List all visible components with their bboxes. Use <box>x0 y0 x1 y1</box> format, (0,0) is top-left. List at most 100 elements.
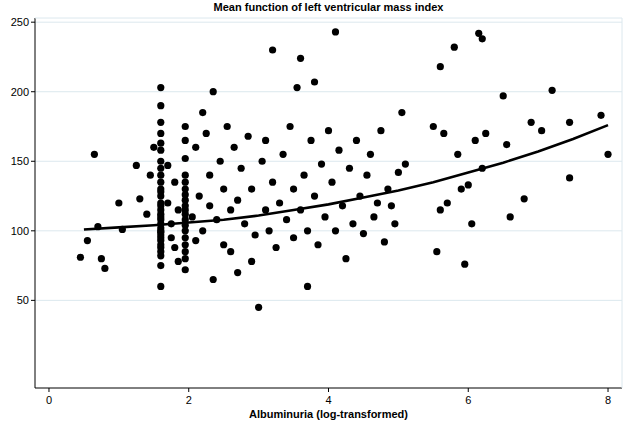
scatter-point <box>597 112 604 119</box>
scatter-point <box>500 92 507 99</box>
scatter-point <box>604 151 611 158</box>
scatter-point <box>398 109 405 116</box>
scatter-point <box>262 137 269 144</box>
scatter-point <box>549 87 556 94</box>
scatter-point <box>252 231 259 238</box>
scatter-point <box>259 158 266 165</box>
grid-line <box>35 91 622 92</box>
scatter-point <box>433 248 440 255</box>
x-tick <box>188 388 189 392</box>
scatter-point <box>234 269 241 276</box>
scatter-point <box>461 261 468 268</box>
scatter-point <box>290 234 297 241</box>
scatter-point <box>279 151 286 158</box>
scatter-point <box>528 119 535 126</box>
scatter-point <box>437 63 444 70</box>
scatter-point <box>503 141 510 148</box>
scatter-point <box>157 172 164 179</box>
scatter-point <box>196 192 203 199</box>
scatter-point <box>220 185 227 192</box>
scatter-point <box>482 130 489 137</box>
scatter-point <box>182 248 189 255</box>
scatter-point <box>143 211 150 218</box>
scatter-point <box>381 238 388 245</box>
scatter-point <box>157 199 164 206</box>
scatter-point <box>311 78 318 85</box>
scatter-point <box>157 262 164 269</box>
scatter-point <box>217 158 224 165</box>
grid-line <box>35 161 622 162</box>
scatter-point <box>363 172 370 179</box>
y-tick-label: 250 <box>11 16 29 28</box>
scatter-point <box>255 304 262 311</box>
scatter-point <box>307 137 314 144</box>
scatter-point <box>206 172 213 179</box>
y-tick-label: 150 <box>11 155 29 167</box>
scatter-point <box>479 35 486 42</box>
scatter-point <box>241 220 248 227</box>
scatter-point <box>182 172 189 179</box>
scatter-point <box>538 127 545 134</box>
scatter-point <box>440 130 447 137</box>
scatter-point <box>171 179 178 186</box>
scatter-point <box>157 147 164 154</box>
scatter-point <box>206 202 213 209</box>
scatter-point <box>157 179 164 186</box>
scatter-point <box>430 123 437 130</box>
scatter-point <box>164 162 171 169</box>
scatter-point <box>377 127 384 134</box>
y-tick-label: 100 <box>11 225 29 237</box>
scatter-point <box>262 206 269 213</box>
scatter-point <box>269 46 276 53</box>
scatter-point <box>210 88 217 95</box>
scatter-point <box>227 248 234 255</box>
scatter-point <box>224 123 231 130</box>
scatter-point <box>391 220 398 227</box>
x-tick-label: 4 <box>325 394 331 406</box>
scatter-point <box>182 137 189 144</box>
scatter-point <box>203 130 210 137</box>
scatter-point <box>175 206 182 213</box>
scatter-point <box>157 158 164 165</box>
scatter-point <box>157 84 164 91</box>
scatter-point <box>98 255 105 262</box>
scatter-point <box>367 151 374 158</box>
scatter-point <box>220 241 227 248</box>
scatter-point <box>168 234 175 241</box>
scatter-point <box>157 283 164 290</box>
scatter-point <box>335 147 342 154</box>
scatter-point <box>136 195 143 202</box>
scatter-point <box>472 137 479 144</box>
fit-line <box>84 125 608 229</box>
scatter-point <box>290 185 297 192</box>
title: Mean function of left ventricular mass i… <box>214 1 445 13</box>
scatter-point <box>360 230 367 237</box>
x-tick-label: 0 <box>46 394 52 406</box>
scatter-point <box>115 199 122 206</box>
plot-area <box>77 28 612 311</box>
scatter-point <box>465 181 472 188</box>
scatter-point <box>157 140 164 147</box>
x-axis <box>35 388 622 389</box>
grid-line <box>35 22 622 23</box>
y-axis <box>35 18 36 388</box>
scatter-point <box>458 185 465 192</box>
scatter-point <box>346 165 353 172</box>
scatter-point <box>101 265 108 272</box>
x-tick <box>48 388 49 392</box>
scatter-point <box>272 244 279 251</box>
scatter-point <box>199 109 206 116</box>
x-axis-label: Albuminuria (log-transformed) <box>249 408 408 420</box>
y-tick <box>31 161 35 162</box>
y-tick <box>31 22 35 23</box>
scatter-point <box>276 199 283 206</box>
chart: Mean function of left ventricular mass i… <box>0 0 640 423</box>
scatter-point <box>182 123 189 130</box>
scatter-point <box>182 266 189 273</box>
scatter-point <box>157 165 164 172</box>
frame <box>35 18 622 19</box>
scatter-point <box>231 144 238 151</box>
scatter-point <box>182 234 189 241</box>
scatter-point <box>468 220 475 227</box>
scatter-point <box>182 241 189 248</box>
